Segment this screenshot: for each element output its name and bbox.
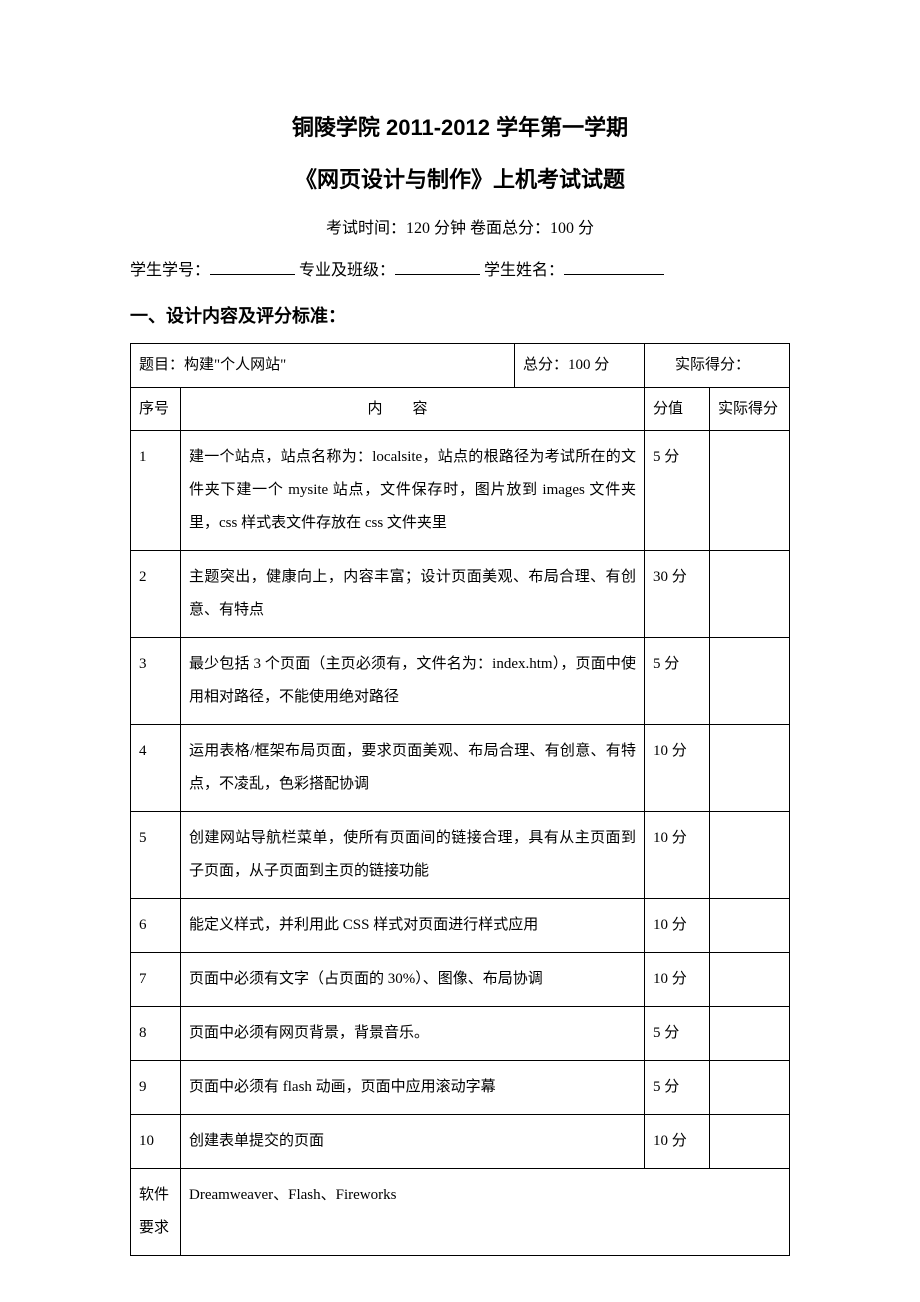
student-name-label: 学生姓名： (484, 262, 564, 279)
major-blank (395, 257, 480, 275)
content-cell: 页面中必须有网页背景，背景音乐。 (181, 1007, 645, 1061)
actual-score-label-cell: 实际得分： (645, 344, 790, 388)
table-row: 5 创建网站导航栏菜单，使所有页面间的链接合理，具有从主页面到子页面，从子页面到… (131, 812, 790, 899)
actual-cell (710, 899, 790, 953)
seq-cell: 8 (131, 1007, 181, 1061)
content-cell: 运用表格/框架布局页面，要求页面美观、布局合理、有创意、有特点，不凌乱，色彩搭配… (181, 725, 645, 812)
score-cell: 5 分 (645, 1061, 710, 1115)
score-cell: 10 分 (645, 953, 710, 1007)
major-label: 专业及班级： (299, 262, 395, 279)
table-row: 1 建一个站点，站点名称为：localsite，站点的根路径为考试所在的文件夹下… (131, 431, 790, 551)
col-actual: 实际得分 (710, 387, 790, 431)
table-row: 3 最少包括 3 个页面（主页必须有，文件名为：index.htm），页面中使用… (131, 638, 790, 725)
content-cell: 最少包括 3 个页面（主页必须有，文件名为：index.htm），页面中使用相对… (181, 638, 645, 725)
software-row: 软件要求 Dreamweaver、Flash、Fireworks (131, 1169, 790, 1256)
seq-cell: 3 (131, 638, 181, 725)
student-info: 学生学号： 专业及班级： 学生姓名： (130, 256, 790, 280)
score-cell: 5 分 (645, 638, 710, 725)
table-row: 4 运用表格/框架布局页面，要求页面美观、布局合理、有创意、有特点，不凌乱，色彩… (131, 725, 790, 812)
seq-cell: 7 (131, 953, 181, 1007)
table-row: 9 页面中必须有 flash 动画，页面中应用滚动字幕 5 分 (131, 1061, 790, 1115)
score-cell: 10 分 (645, 899, 710, 953)
seq-cell: 2 (131, 551, 181, 638)
score-cell: 5 分 (645, 431, 710, 551)
topic-cell: 题目：构建"个人网站" (131, 344, 515, 388)
actual-cell (710, 725, 790, 812)
score-cell: 30 分 (645, 551, 710, 638)
seq-cell: 10 (131, 1115, 181, 1169)
actual-cell (710, 638, 790, 725)
table-row: 10 创建表单提交的页面 10 分 (131, 1115, 790, 1169)
seq-cell: 5 (131, 812, 181, 899)
table-row: 2 主题突出，健康向上，内容丰富；设计页面美观、布局合理、有创意、有特点 30 … (131, 551, 790, 638)
score-cell: 10 分 (645, 725, 710, 812)
content-cell: 页面中必须有 flash 动画，页面中应用滚动字幕 (181, 1061, 645, 1115)
score-cell: 5 分 (645, 1007, 710, 1061)
seq-cell: 9 (131, 1061, 181, 1115)
grading-table: 题目：构建"个人网站" 总分：100 分 实际得分： 序号 内容 分值 实际得分… (130, 343, 790, 1256)
actual-cell (710, 1115, 790, 1169)
table-row: 6 能定义样式，并利用此 CSS 样式对页面进行样式应用 10 分 (131, 899, 790, 953)
content-cell: 创建表单提交的页面 (181, 1115, 645, 1169)
actual-cell (710, 812, 790, 899)
seq-cell: 4 (131, 725, 181, 812)
actual-cell (710, 431, 790, 551)
col-score: 分值 (645, 387, 710, 431)
col-seq: 序号 (131, 387, 181, 431)
software-value-cell: Dreamweaver、Flash、Fireworks (181, 1169, 790, 1256)
actual-cell (710, 953, 790, 1007)
col-content: 内容 (181, 387, 645, 431)
exam-info: 考试时间：120 分钟 卷面总分：100 分 (130, 214, 790, 238)
table-row: 8 页面中必须有网页背景，背景音乐。 5 分 (131, 1007, 790, 1061)
total-score-cell: 总分：100 分 (515, 344, 645, 388)
table-header-row: 序号 内容 分值 实际得分 (131, 387, 790, 431)
student-id-blank (210, 257, 295, 275)
content-cell: 创建网站导航栏菜单，使所有页面间的链接合理，具有从主页面到子页面，从子页面到主页… (181, 812, 645, 899)
score-cell: 10 分 (645, 1115, 710, 1169)
page-title-1: 铜陵学院 2011-2012 学年第一学期 (130, 110, 790, 142)
actual-cell (710, 1007, 790, 1061)
actual-cell (710, 1061, 790, 1115)
seq-cell: 6 (131, 899, 181, 953)
actual-cell (710, 551, 790, 638)
content-cell: 主题突出，健康向上，内容丰富；设计页面美观、布局合理、有创意、有特点 (181, 551, 645, 638)
section-heading: 一、设计内容及评分标准： (130, 302, 790, 328)
seq-cell: 1 (131, 431, 181, 551)
table-top-row: 题目：构建"个人网站" 总分：100 分 实际得分： (131, 344, 790, 388)
page-title-2: 《网页设计与制作》上机考试试题 (130, 162, 790, 194)
content-cell: 建一个站点，站点名称为：localsite，站点的根路径为考试所在的文件夹下建一… (181, 431, 645, 551)
content-cell: 能定义样式，并利用此 CSS 样式对页面进行样式应用 (181, 899, 645, 953)
score-cell: 10 分 (645, 812, 710, 899)
table-row: 7 页面中必须有文字（占页面的 30%）、图像、布局协调 10 分 (131, 953, 790, 1007)
student-name-blank (564, 257, 664, 275)
content-cell: 页面中必须有文字（占页面的 30%）、图像、布局协调 (181, 953, 645, 1007)
software-label-cell: 软件要求 (131, 1169, 181, 1256)
student-id-label: 学生学号： (130, 262, 210, 279)
